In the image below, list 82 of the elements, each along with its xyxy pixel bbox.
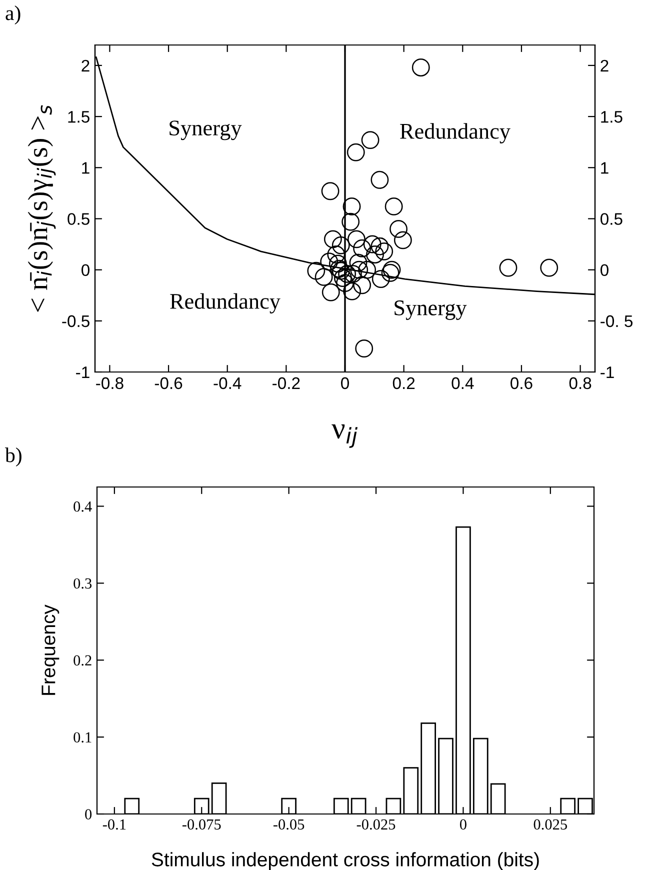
y-tick-label: 0.2 — [74, 655, 92, 666]
point — [499, 258, 518, 277]
x-tick-label: -0.075 — [182, 819, 221, 830]
y-tick-label: -1 — [76, 366, 90, 378]
point — [338, 264, 356, 283]
point — [355, 340, 374, 358]
point — [327, 246, 346, 264]
y2-tick-label: 0 — [600, 264, 608, 276]
annotation: Synergy — [394, 300, 467, 320]
point — [324, 230, 342, 248]
point — [342, 212, 360, 231]
y-tick-label: 0 — [85, 809, 92, 820]
point — [375, 242, 394, 260]
y-tick-label: 0 — [82, 264, 90, 276]
y-tick-label: 0.4 — [74, 501, 92, 512]
point — [394, 231, 412, 250]
point — [370, 237, 389, 256]
x-axis-title: Stimulus independent cross information (bits) — [152, 852, 539, 870]
point — [366, 246, 384, 264]
point — [350, 260, 368, 279]
x-tick-label: 0.6 — [510, 377, 532, 390]
point — [353, 276, 372, 294]
y-axis-title: < n̄$_{i}$(s)n̄$_{j}$(s)γ$_{ij}$(s) >$_{s}$ — [28, 105, 56, 312]
point — [320, 252, 338, 271]
point — [314, 268, 333, 286]
x-axis-title: ν$_{ij}$ — [332, 424, 358, 448]
x-tick-label: -0.8 — [96, 377, 124, 390]
y2-tick-label: -0. 5 — [600, 315, 633, 328]
point — [372, 270, 390, 288]
point — [384, 197, 403, 216]
y2-tick-label: 1.5 — [601, 111, 622, 123]
x-tick-label: 0.4 — [452, 377, 474, 390]
y-tick-label: 1 — [82, 162, 90, 174]
point — [334, 269, 352, 287]
x-tick-label: 0 — [460, 819, 466, 830]
annotation: Synergy — [170, 120, 242, 140]
point — [346, 143, 365, 162]
point — [332, 236, 350, 254]
point — [349, 254, 368, 272]
x-tick-label: 0.2 — [392, 377, 415, 390]
x-tick-label: -0.2 — [272, 377, 300, 390]
y-tick-label: 0.1 — [74, 732, 92, 743]
y-tick-label: 0.3 — [74, 578, 92, 589]
point — [358, 260, 376, 279]
x-tick-label: -0.4 — [214, 377, 242, 390]
y2-tick-label: 0.5 — [600, 213, 622, 225]
point — [370, 170, 389, 189]
point — [336, 274, 354, 292]
x-tick-label: 0.025 — [534, 819, 567, 830]
y2-tick-label: -1 — [600, 366, 614, 378]
annotation: Redundancy — [170, 293, 280, 314]
y2-tick-label: 2 — [600, 60, 608, 72]
point — [353, 239, 372, 258]
y-tick-label: -0.5 — [62, 315, 90, 328]
point — [348, 230, 366, 248]
point — [307, 262, 326, 280]
point — [321, 182, 340, 200]
point — [540, 258, 558, 277]
y-tick-label: 0.5 — [68, 213, 90, 225]
y-tick-label: 2 — [82, 60, 90, 72]
y2-tick-label: 1 — [601, 162, 608, 174]
y-tick-label: 1.5 — [68, 111, 90, 123]
text: b) — [5, 448, 22, 466]
x-tick-label: -0.6 — [154, 377, 182, 390]
x-tick-label: -0.025 — [356, 819, 396, 830]
point — [382, 260, 401, 279]
point — [381, 264, 400, 282]
x-tick-label: 0 — [341, 377, 349, 390]
point — [363, 235, 382, 254]
x-tick-label: -0.05 — [273, 819, 304, 830]
point — [322, 283, 340, 302]
point — [343, 282, 362, 300]
x-tick-label: -0.1 — [102, 819, 126, 830]
point — [390, 220, 408, 238]
text: a) — [6, 6, 20, 24]
y-axis-title: Frequency — [42, 604, 60, 695]
point — [361, 131, 380, 149]
annotation: Redundancy — [400, 123, 510, 144]
point — [328, 254, 347, 273]
x-tick-label: 0.8 — [569, 377, 592, 390]
point — [412, 58, 430, 76]
point — [342, 197, 361, 216]
